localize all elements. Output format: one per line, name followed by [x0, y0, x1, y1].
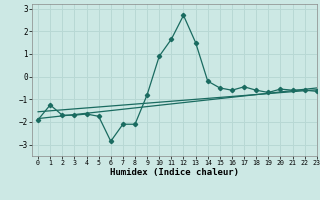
- X-axis label: Humidex (Indice chaleur): Humidex (Indice chaleur): [110, 168, 239, 177]
